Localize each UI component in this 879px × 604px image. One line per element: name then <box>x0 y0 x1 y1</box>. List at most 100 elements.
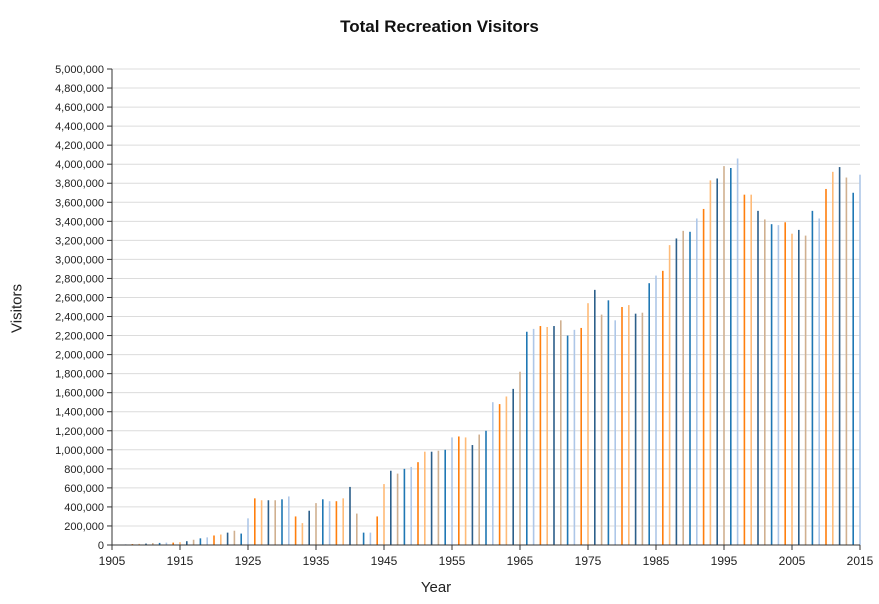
bar <box>335 501 338 545</box>
bar <box>818 218 820 546</box>
bar <box>750 194 752 545</box>
bar <box>628 305 630 545</box>
y-tick-label: 2,400,000 <box>55 312 104 324</box>
y-tick-label: 1,000,000 <box>55 445 104 457</box>
bar <box>158 542 161 545</box>
bar <box>512 388 514 545</box>
bar <box>356 513 358 545</box>
bar <box>437 450 440 545</box>
y-tick-label: 400,000 <box>64 502 104 514</box>
y-tick-label: 4,400,000 <box>55 121 104 133</box>
bar <box>600 314 603 545</box>
y-tick-label: 1,200,000 <box>55 426 104 438</box>
bar <box>553 326 555 545</box>
bar <box>369 532 372 545</box>
bar <box>764 219 766 545</box>
bar <box>403 468 406 545</box>
bar <box>260 500 263 545</box>
bar <box>376 516 378 545</box>
bar <box>430 451 433 545</box>
bar <box>648 283 650 545</box>
bar <box>254 498 256 545</box>
y-tick-label: 2,600,000 <box>55 292 104 304</box>
x-tick-label: 1975 <box>575 554 602 568</box>
y-tick-label: 4,000,000 <box>55 159 104 171</box>
bar <box>655 275 657 545</box>
bar <box>152 543 154 545</box>
bar <box>464 437 467 545</box>
bar <box>165 542 168 545</box>
bar <box>730 168 732 545</box>
bar <box>845 177 848 545</box>
y-tick-label: 3,400,000 <box>55 216 104 228</box>
bar <box>791 233 793 546</box>
bar <box>362 532 365 545</box>
bar <box>689 231 691 546</box>
bar <box>247 518 249 545</box>
bar <box>322 499 324 545</box>
bar <box>784 222 786 545</box>
bar <box>811 210 814 545</box>
bar <box>709 180 712 545</box>
y-tick-label: 2,800,000 <box>55 273 104 285</box>
bar <box>757 210 759 545</box>
bar <box>662 270 664 545</box>
bar <box>668 245 671 545</box>
y-tick-label: 4,200,000 <box>55 140 104 152</box>
y-tick-label: 1,400,000 <box>55 407 104 419</box>
bar <box>532 328 535 545</box>
x-tick-label: 1995 <box>711 554 738 568</box>
bar <box>838 167 841 545</box>
x-tick-label: 1955 <box>439 554 466 568</box>
bar <box>682 230 684 545</box>
bar <box>138 543 140 545</box>
bar <box>498 404 501 545</box>
y-tick-label: 1,800,000 <box>55 369 104 381</box>
bar <box>220 534 222 545</box>
bar <box>852 192 854 545</box>
bar <box>607 300 610 545</box>
y-tick-label: 200,000 <box>64 521 104 533</box>
bar <box>288 496 290 545</box>
bar <box>390 470 392 545</box>
bar <box>145 543 147 545</box>
bar <box>859 174 861 545</box>
y-tick-label: 3,200,000 <box>55 235 104 247</box>
x-tick-label: 1935 <box>303 554 330 568</box>
x-tick-label: 1925 <box>235 554 262 568</box>
bar <box>526 331 528 545</box>
x-tick-label: 2005 <box>779 554 806 568</box>
y-tick-label: 2,200,000 <box>55 331 104 343</box>
bar <box>587 303 589 545</box>
bar <box>274 500 276 545</box>
bar <box>743 194 746 545</box>
bar <box>315 503 317 545</box>
bar <box>444 449 446 545</box>
bar-series <box>118 158 861 546</box>
bar <box>777 225 780 546</box>
y-tick-label: 600,000 <box>64 483 104 495</box>
bar <box>478 434 480 545</box>
bar <box>485 430 487 545</box>
y-axis-label: Visitors <box>8 284 26 333</box>
bar <box>458 436 460 545</box>
x-axis-label: Year <box>420 579 452 596</box>
bar <box>546 326 548 545</box>
bar <box>519 371 521 545</box>
y-tick-label: 1,600,000 <box>55 388 104 400</box>
y-tick-label: 3,600,000 <box>55 197 104 209</box>
y-tick-label: 5,000,000 <box>55 64 104 76</box>
bar <box>424 451 426 545</box>
bar <box>267 500 270 545</box>
bar <box>573 329 576 545</box>
bar <box>206 537 208 545</box>
bar <box>641 312 644 545</box>
axes: 0 200,000 400,000 600,000 800,000 1,000,000 1,… <box>55 64 874 568</box>
bar <box>349 486 351 545</box>
bar <box>702 208 705 545</box>
bar <box>798 229 800 545</box>
bar <box>417 462 419 545</box>
bar <box>539 326 542 545</box>
bar <box>240 533 242 545</box>
